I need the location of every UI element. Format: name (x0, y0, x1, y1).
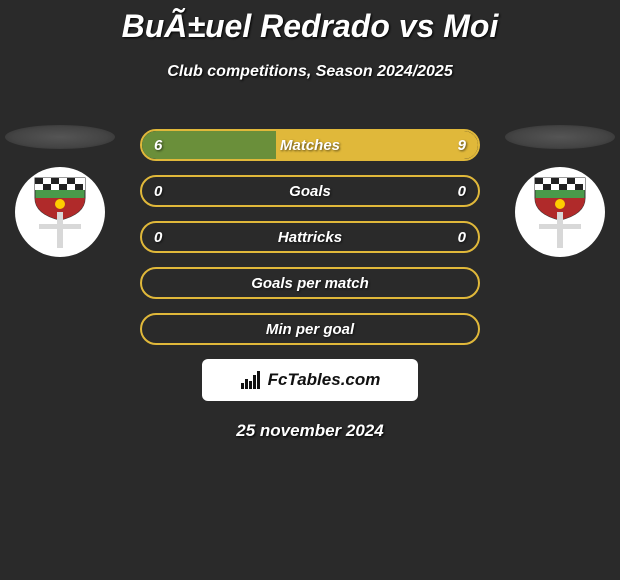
left-player-block (5, 125, 115, 257)
stats-container: 69Matches 00Goals 00Hattricks Goals per mat… (140, 129, 480, 345)
stat-label: Hattricks (142, 229, 478, 246)
brand-label: FcTables.com (268, 370, 381, 390)
crest-icon (25, 172, 95, 252)
stat-row: 00Hattricks (140, 221, 480, 253)
shadow-ellipse-icon (505, 125, 615, 149)
brand-box: FcTables.com (202, 359, 418, 401)
shadow-ellipse-icon (5, 125, 115, 149)
right-club-crest (515, 167, 605, 257)
stat-label: Goals (142, 183, 478, 200)
date-label: 25 november 2024 (0, 421, 620, 441)
stat-row: Min per goal (140, 313, 480, 345)
page-subtitle: Club competitions, Season 2024/2025 (0, 63, 620, 81)
stat-row: Goals per match (140, 267, 480, 299)
page-title: BuÃ±uel Redrado vs Moi (0, 0, 620, 45)
chart-bars-icon (240, 369, 262, 391)
stat-label: Goals per match (142, 275, 478, 292)
stat-row: 00Goals (140, 175, 480, 207)
right-player-block (505, 125, 615, 257)
stat-label: Matches (142, 137, 478, 154)
stat-label: Min per goal (142, 321, 478, 338)
left-club-crest (15, 167, 105, 257)
stat-row: 69Matches (140, 129, 480, 161)
crest-icon (525, 172, 595, 252)
